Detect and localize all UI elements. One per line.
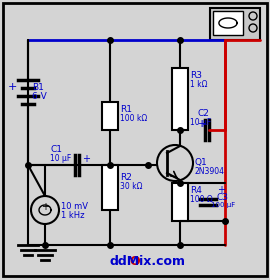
- Text: R4: R4: [190, 186, 202, 195]
- Bar: [213, 11, 243, 35]
- Text: 6 V: 6 V: [32, 92, 47, 101]
- Text: +: +: [217, 185, 225, 195]
- Text: +: +: [41, 202, 49, 212]
- Text: Q1: Q1: [195, 158, 208, 167]
- Text: 10 μF: 10 μF: [50, 154, 71, 163]
- Text: 100 kΩ: 100 kΩ: [120, 114, 147, 123]
- Text: C2: C2: [198, 109, 210, 118]
- Text: 10 mV: 10 mV: [61, 202, 88, 211]
- Text: 10 μF: 10 μF: [190, 118, 211, 127]
- Bar: [102, 102, 118, 130]
- Text: 100 μF: 100 μF: [211, 202, 235, 208]
- Bar: [102, 165, 118, 210]
- Text: 1 kHz: 1 kHz: [61, 211, 85, 220]
- Text: 100 Ω: 100 Ω: [190, 195, 213, 204]
- Bar: [172, 183, 188, 221]
- Text: C3: C3: [217, 193, 229, 202]
- Text: C1: C1: [50, 145, 62, 154]
- Text: ddMix.com: ddMix.com: [110, 255, 186, 268]
- Text: R3: R3: [190, 71, 202, 80]
- Text: +: +: [7, 82, 17, 92]
- Text: +: +: [82, 154, 90, 164]
- Text: 30 kΩ: 30 kΩ: [120, 182, 143, 191]
- Text: 2N3904: 2N3904: [195, 167, 225, 176]
- Text: O: O: [130, 255, 140, 268]
- Text: B1: B1: [32, 83, 44, 92]
- Text: R2: R2: [120, 173, 132, 182]
- Bar: [210, 8, 260, 40]
- Text: 1 kΩ: 1 kΩ: [190, 80, 208, 89]
- Text: +: +: [197, 119, 205, 129]
- Text: R1: R1: [120, 105, 132, 114]
- Bar: [172, 68, 188, 130]
